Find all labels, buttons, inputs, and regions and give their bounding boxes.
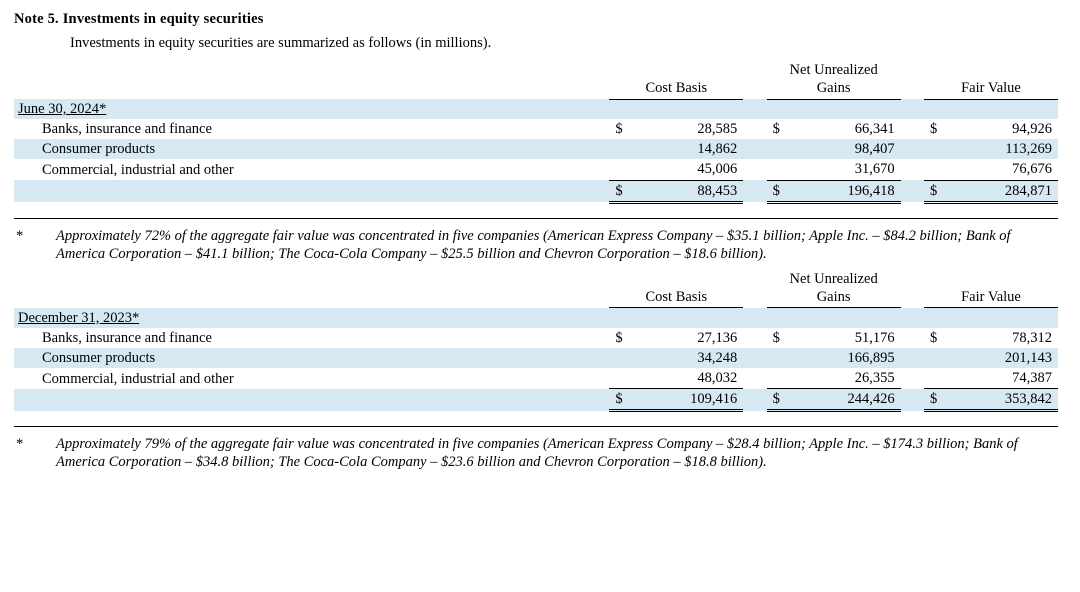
- col-header-fairvalue: Fair Value: [924, 60, 1058, 99]
- cell-gains: 26,355: [786, 368, 901, 389]
- divider: [14, 218, 1058, 219]
- cell-fv: 74,387: [943, 368, 1058, 389]
- total-gains: 244,426: [786, 389, 901, 411]
- currency-symbol: $: [609, 389, 628, 411]
- cell-fv: 201,143: [943, 348, 1058, 368]
- currency-symbol: $: [767, 119, 786, 139]
- footnote-marker: *: [14, 435, 56, 453]
- row-label: Banks, insurance and finance: [14, 119, 609, 139]
- col-header-gains: Net Unrealized Gains: [767, 269, 901, 308]
- footnote: * Approximately 79% of the aggregate fai…: [14, 435, 1058, 471]
- divider: [14, 426, 1058, 427]
- col-header-cost: Cost Basis: [609, 269, 743, 308]
- cell-fv: 78,312: [943, 328, 1058, 348]
- cell-cost: 34,248: [628, 348, 743, 368]
- period-label-row: December 31, 2023*: [14, 308, 1058, 328]
- table-header-row: Cost Basis Net Unrealized Gains Fair Val…: [14, 60, 1058, 99]
- cell-gains: 31,670: [786, 159, 901, 180]
- table-row: Consumer products 34,248 166,895 201,143: [14, 348, 1058, 368]
- cell-gains: 98,407: [786, 139, 901, 159]
- currency-symbol: $: [767, 180, 786, 202]
- row-label: Banks, insurance and finance: [14, 328, 609, 348]
- note-title: Note 5. Investments in equity securities: [14, 10, 1066, 28]
- row-label: Commercial, industrial and other: [14, 368, 609, 389]
- cell-fv: 94,926: [943, 119, 1058, 139]
- table-row: Commercial, industrial and other 48,032 …: [14, 368, 1058, 389]
- table-header-row: Cost Basis Net Unrealized Gains Fair Val…: [14, 269, 1058, 308]
- period-label-row: June 30, 2024*: [14, 99, 1058, 119]
- row-label: Consumer products: [14, 139, 609, 159]
- total-fv: 353,842: [943, 389, 1058, 411]
- cell-fv: 113,269: [943, 139, 1058, 159]
- currency-symbol: $: [924, 119, 943, 139]
- currency-symbol: $: [609, 180, 628, 202]
- table-row: Commercial, industrial and other 45,006 …: [14, 159, 1058, 180]
- row-label: Commercial, industrial and other: [14, 159, 609, 180]
- note-intro: Investments in equity securities are sum…: [70, 34, 1066, 52]
- currency-symbol: $: [609, 119, 628, 139]
- cell-cost: 14,862: [628, 139, 743, 159]
- cell-gains: 51,176: [786, 328, 901, 348]
- footnote-text: Approximately 72% of the aggregate fair …: [56, 227, 1058, 263]
- cell-cost: 45,006: [628, 159, 743, 180]
- footnote-marker: *: [14, 227, 56, 245]
- table-row: Banks, insurance and finance $ 27,136 $ …: [14, 328, 1058, 348]
- cell-cost: 48,032: [628, 368, 743, 389]
- row-label: Consumer products: [14, 348, 609, 368]
- currency-symbol: $: [924, 389, 943, 411]
- cell-fv: 76,676: [943, 159, 1058, 180]
- total-gains: 196,418: [786, 180, 901, 202]
- table-row: Consumer products 14,862 98,407 113,269: [14, 139, 1058, 159]
- total-cost: 88,453: [628, 180, 743, 202]
- period-label: June 30, 2024*: [14, 99, 609, 119]
- currency-symbol: $: [924, 180, 943, 202]
- currency-symbol: $: [767, 328, 786, 348]
- cell-cost: 28,585: [628, 119, 743, 139]
- table-row: Banks, insurance and finance $ 28,585 $ …: [14, 119, 1058, 139]
- cell-cost: 27,136: [628, 328, 743, 348]
- table-total-row: $ 88,453 $ 196,418 $ 284,871: [14, 180, 1058, 202]
- currency-symbol: $: [924, 328, 943, 348]
- total-fv: 284,871: [943, 180, 1058, 202]
- total-cost: 109,416: [628, 389, 743, 411]
- period-label: December 31, 2023*: [14, 308, 609, 328]
- cell-gains: 166,895: [786, 348, 901, 368]
- equity-table-period-2: Cost Basis Net Unrealized Gains Fair Val…: [14, 269, 1058, 420]
- col-header-cost: Cost Basis: [609, 60, 743, 99]
- col-header-fairvalue: Fair Value: [924, 269, 1058, 308]
- currency-symbol: $: [767, 389, 786, 411]
- footnote-text: Approximately 79% of the aggregate fair …: [56, 435, 1058, 471]
- currency-symbol: $: [609, 328, 628, 348]
- table-total-row: $ 109,416 $ 244,426 $ 353,842: [14, 389, 1058, 411]
- cell-gains: 66,341: [786, 119, 901, 139]
- footnote: * Approximately 72% of the aggregate fai…: [14, 227, 1058, 263]
- col-header-gains: Net Unrealized Gains: [767, 60, 901, 99]
- equity-table-period-1: Cost Basis Net Unrealized Gains Fair Val…: [14, 60, 1058, 211]
